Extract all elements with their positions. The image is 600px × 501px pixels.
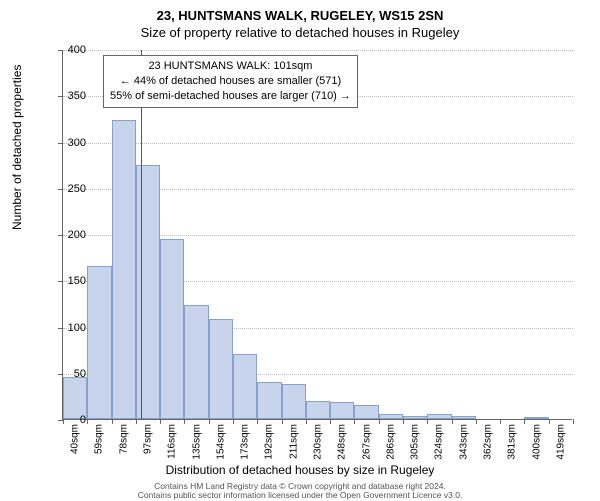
xtick-label: 97sqm xyxy=(143,424,154,454)
gridline xyxy=(63,50,573,51)
bar xyxy=(63,377,87,419)
xtick-label: 400sqm xyxy=(531,424,542,460)
xtick-mark xyxy=(136,419,137,424)
xtick-mark xyxy=(500,419,501,424)
xtick-label: 343sqm xyxy=(458,424,469,460)
ytick-label: 200 xyxy=(46,229,86,241)
xtick-mark xyxy=(160,419,161,424)
footer: Contains HM Land Registry data © Crown c… xyxy=(0,482,600,501)
xtick-label: 40sqm xyxy=(70,424,81,454)
ytick-label: 0 xyxy=(46,414,86,426)
xtick-mark xyxy=(379,419,380,424)
xtick-label: 267sqm xyxy=(361,424,372,460)
xtick-mark xyxy=(403,419,404,424)
plot-area: 40sqm59sqm78sqm97sqm116sqm135sqm154sqm17… xyxy=(62,50,572,420)
xtick-label: 286sqm xyxy=(385,424,396,460)
xtick-label: 324sqm xyxy=(434,424,445,460)
bar xyxy=(257,382,281,419)
bar xyxy=(87,266,111,419)
bar xyxy=(233,354,257,419)
xtick-mark xyxy=(476,419,477,424)
xtick-mark xyxy=(427,419,428,424)
annotation-box: 23 HUNTSMANS WALK: 101sqm← 44% of detach… xyxy=(103,55,358,108)
xtick-label: 135sqm xyxy=(191,424,202,460)
xtick-mark xyxy=(87,419,88,424)
xtick-label: 381sqm xyxy=(507,424,518,460)
xtick-label: 362sqm xyxy=(483,424,494,460)
ytick-label: 300 xyxy=(46,137,86,149)
bar xyxy=(330,402,354,419)
xtick-label: 116sqm xyxy=(167,424,178,459)
x-axis-label: Distribution of detached houses by size … xyxy=(0,463,600,477)
xtick-label: 154sqm xyxy=(215,424,226,460)
xtick-mark xyxy=(549,419,550,424)
bar xyxy=(524,417,548,419)
ytick-label: 50 xyxy=(46,368,86,380)
ytick-label: 350 xyxy=(46,90,86,102)
xtick-mark xyxy=(257,419,258,424)
title-sub: Size of property relative to detached ho… xyxy=(0,23,600,40)
xtick-mark xyxy=(209,419,210,424)
xtick-mark xyxy=(306,419,307,424)
bar xyxy=(403,416,427,419)
xtick-mark xyxy=(573,419,574,424)
xtick-mark xyxy=(452,419,453,424)
ytick-label: 400 xyxy=(46,44,86,56)
annotation-line-3: 55% of semi-detached houses are larger (… xyxy=(110,89,351,104)
xtick-label: 248sqm xyxy=(337,424,348,460)
xtick-mark xyxy=(354,419,355,424)
xtick-label: 230sqm xyxy=(313,424,324,460)
chart: 40sqm59sqm78sqm97sqm116sqm135sqm154sqm17… xyxy=(62,50,572,420)
bar xyxy=(354,405,378,419)
xtick-label: 173sqm xyxy=(240,424,251,460)
ytick-label: 250 xyxy=(46,183,86,195)
ytick-label: 100 xyxy=(46,322,86,334)
bar xyxy=(136,165,160,419)
bar xyxy=(209,319,233,419)
xtick-mark xyxy=(330,419,331,424)
xtick-mark xyxy=(282,419,283,424)
footer-line-2: Contains public sector information licen… xyxy=(0,491,600,500)
bar xyxy=(452,416,476,419)
xtick-mark xyxy=(184,419,185,424)
xtick-label: 78sqm xyxy=(118,424,129,454)
gridline xyxy=(63,143,573,144)
title-main: 23, HUNTSMANS WALK, RUGELEY, WS15 2SN xyxy=(0,0,600,23)
bar xyxy=(184,305,208,419)
xtick-label: 59sqm xyxy=(94,424,105,454)
xtick-label: 192sqm xyxy=(264,424,275,460)
bar xyxy=(282,384,306,419)
bar xyxy=(427,414,451,419)
xtick-label: 419sqm xyxy=(555,424,566,460)
bar xyxy=(160,239,184,419)
xtick-label: 211sqm xyxy=(288,424,299,459)
xtick-mark xyxy=(524,419,525,424)
bar xyxy=(306,401,330,420)
y-axis-label: Number of detached properties xyxy=(10,65,24,230)
bar xyxy=(112,120,136,419)
xtick-mark xyxy=(112,419,113,424)
annotation-line-1: 23 HUNTSMANS WALK: 101sqm xyxy=(110,59,351,74)
ytick-label: 150 xyxy=(46,275,86,287)
bar xyxy=(379,414,403,419)
annotation-line-2: ← 44% of detached houses are smaller (57… xyxy=(110,74,351,89)
xtick-label: 305sqm xyxy=(410,424,421,460)
xtick-mark xyxy=(233,419,234,424)
